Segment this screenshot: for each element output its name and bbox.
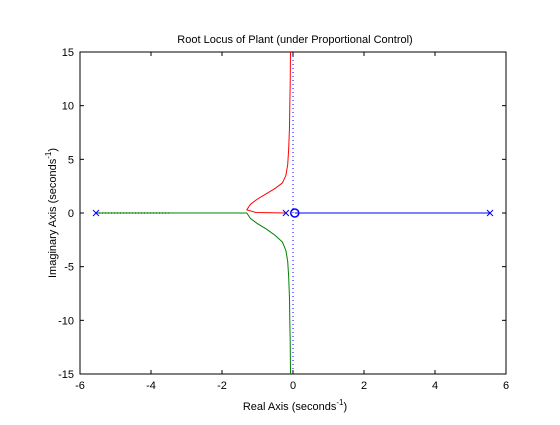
y-axis-label: Imaginary Axis (seconds-1) [44,148,59,278]
y-ticks: -15 -10 -5 0 5 10 15 [58,47,506,381]
locus-branch-1 [246,51,291,214]
marker-layer [92,208,494,218]
x-axis-label-sup: -1 [336,398,344,407]
y-tick-label: 5 [68,154,74,166]
y-tick-label: -15 [58,369,74,381]
pole-marker [92,209,100,217]
x-tick-label: 2 [361,380,367,392]
y-tick-label: 10 [62,101,74,113]
x-tick-label: 0 [290,380,296,392]
x-tick-label: -6 [75,380,85,392]
y-axis-label-sup: -1 [44,151,53,159]
pole-stroke [282,209,290,217]
y-tick-label: 0 [68,208,74,220]
y-tick-label: -10 [58,315,74,327]
y-tick-label: -5 [64,262,74,274]
x-tick-label: 6 [503,380,509,392]
x-axis-label-text: Real Axis (seconds [243,401,337,413]
series-layer [95,51,490,375]
pole-stroke [486,209,494,217]
x-axis-label: Real Axis (seconds-1) [243,398,347,413]
x-tick-label: 4 [432,380,438,392]
y-axis-label-end: ) [47,148,59,152]
zero-marker [290,208,300,218]
x-ticks: -6 -4 -2 0 2 4 6 [75,52,509,392]
chart-title: Root Locus of Plant (under Proportional … [177,34,412,46]
x-tick-label: -4 [146,380,156,392]
locus-branch-2 [96,212,291,375]
y-tick-label: 15 [62,47,74,59]
pole-marker [486,209,494,217]
y-axis-label-text: Imaginary Axis (seconds [47,158,59,278]
x-axis-label-end: ) [344,401,348,413]
x-tick-label: -2 [217,380,227,392]
pole-marker [282,209,290,217]
pole-stroke [92,209,100,217]
